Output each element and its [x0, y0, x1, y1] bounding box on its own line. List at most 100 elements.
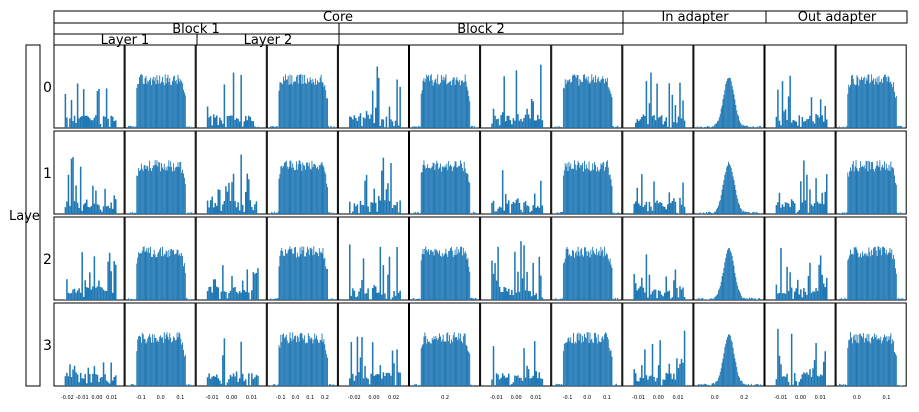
histogram-bar: [863, 76, 865, 128]
histogram-bar: [222, 265, 224, 300]
histogram-bar: [594, 75, 596, 128]
histogram-bar: [778, 292, 781, 300]
histogram-bar: [461, 246, 462, 300]
histogram-bar: [429, 250, 431, 300]
histogram-bar: [129, 212, 131, 214]
histogram-bar: [860, 80, 862, 128]
histogram-bar: [113, 121, 115, 128]
histogram-bar: [436, 249, 438, 300]
histogram-bar: [498, 206, 501, 214]
histogram-bar: [461, 255, 463, 300]
histogram-bar: [142, 334, 144, 386]
histogram-bar: [578, 162, 580, 214]
histogram-bar: [209, 200, 212, 214]
histogram-bar: [613, 298, 615, 300]
histogram-bar: [533, 193, 536, 214]
histogram-bar: [662, 296, 664, 300]
histogram-bar: [101, 127, 103, 128]
histogram-bar: [865, 160, 867, 214]
histogram-bar: [300, 332, 302, 386]
histogram-bar: [853, 83, 855, 128]
histogram-bar: [185, 384, 187, 386]
histogram-bar: [444, 253, 446, 300]
histogram-bar: [877, 165, 879, 214]
histogram-bar: [396, 246, 398, 300]
histogram-bar: [182, 342, 184, 386]
histogram-bar: [753, 298, 755, 300]
histogram-bar: [682, 100, 684, 128]
histogram-bar: [787, 381, 790, 386]
histogram-bar: [459, 165, 461, 214]
histogram-bar: [597, 170, 599, 214]
histogram-bar: [378, 195, 380, 214]
histogram-bar: [255, 272, 258, 300]
histogram-bar: [883, 161, 885, 214]
panel-r3-c10: [764, 302, 836, 387]
histogram-bar: [885, 336, 887, 386]
histogram-bar: [324, 85, 326, 128]
histogram-bar: [155, 84, 157, 128]
histogram-bar: [557, 211, 559, 214]
histogram-bar: [679, 82, 681, 128]
histogram-bar: [460, 160, 462, 214]
histogram-bar: [888, 77, 890, 128]
x-tick-label: 0.01: [530, 395, 541, 401]
histogram-bar: [565, 248, 567, 300]
histogram-bar: [312, 167, 314, 214]
histogram-bar: [705, 384, 707, 386]
histogram-bar: [157, 253, 159, 300]
histogram-bar: [653, 289, 655, 300]
histogram-bar: [84, 280, 86, 300]
histogram-bar: [307, 249, 309, 300]
histogram-bar: [716, 209, 718, 214]
histogram-bar: [882, 340, 884, 386]
histogram-bar: [901, 298, 903, 300]
histogram-bar: [731, 255, 733, 300]
histogram-bar: [662, 379, 664, 386]
panel-r1-c0: [53, 130, 125, 215]
histogram-bar: [783, 206, 785, 214]
histogram-bar: [176, 83, 178, 128]
histogram-bar: [851, 75, 852, 128]
histogram-bar: [803, 372, 805, 386]
histogram-bar: [850, 249, 852, 300]
histogram-bar: [523, 245, 525, 300]
histogram-bar: [424, 165, 426, 214]
histogram-bar: [274, 384, 276, 386]
histogram-bar: [872, 80, 873, 128]
histogram-bar: [89, 207, 91, 214]
histogram-bar: [468, 96, 470, 128]
histogram-bar: [715, 211, 717, 214]
histogram-bar: [208, 117, 210, 128]
histogram-bar: [861, 251, 863, 300]
histogram-bar: [333, 384, 335, 386]
histogram-bar: [255, 374, 258, 386]
panel-r0-c9: [693, 44, 765, 129]
histogram-bar: [679, 197, 681, 214]
histogram-bar: [898, 298, 900, 300]
histogram-bar: [798, 209, 801, 214]
histogram-bar: [136, 263, 138, 300]
histogram-bar: [784, 109, 787, 128]
histogram-bar: [275, 126, 277, 128]
histogram-bar: [75, 185, 77, 214]
histogram-bar: [95, 190, 97, 214]
histogram-bar: [841, 127, 843, 128]
histogram-bar: [719, 372, 721, 386]
histogram-bar: [182, 256, 184, 300]
histogram-bar: [896, 212, 898, 214]
x-tick-label: 0.00: [795, 395, 806, 401]
histogram-bar: [299, 74, 301, 128]
histogram-bar: [792, 120, 794, 128]
histogram-bar: [284, 336, 286, 386]
histogram-bar: [641, 277, 643, 300]
histogram-bar: [96, 91, 99, 128]
histogram-bar: [350, 341, 353, 386]
histogram-bar: [706, 125, 708, 128]
histogram-bar: [570, 163, 572, 214]
histogram-bar: [564, 163, 566, 214]
histogram-bar: [501, 112, 504, 128]
histogram-bar: [800, 289, 802, 300]
out-adapter-label: Out adapter: [798, 10, 877, 25]
histogram-bar: [869, 251, 871, 300]
